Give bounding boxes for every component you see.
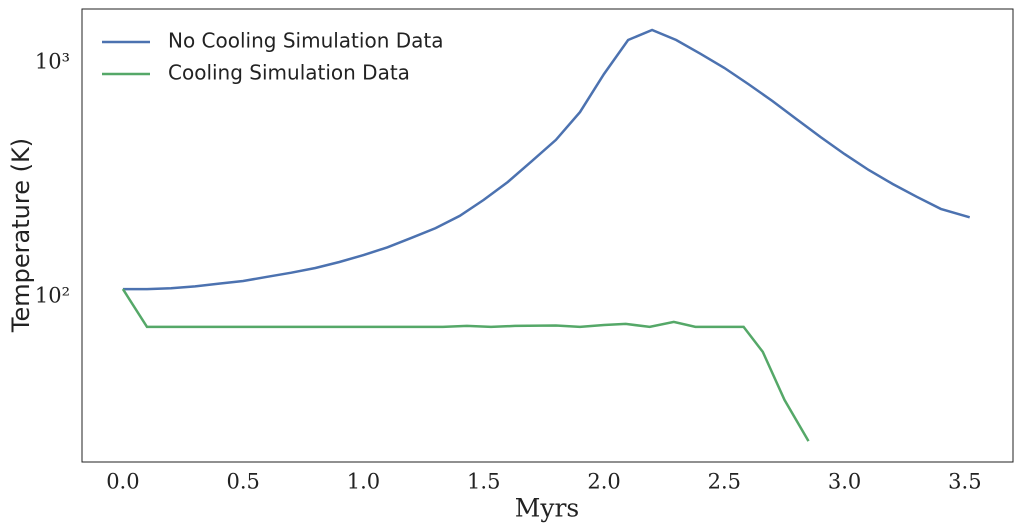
x-tick-label: 0.5 bbox=[226, 470, 259, 494]
y-tick-label: 10³ bbox=[35, 50, 70, 74]
x-tick-label: 3.5 bbox=[948, 470, 981, 494]
x-axis-label: Myrs bbox=[515, 494, 580, 523]
data-line bbox=[121, 288, 810, 442]
x-tick-label: 3.0 bbox=[828, 470, 861, 494]
x-tick-label: 1.5 bbox=[467, 470, 500, 494]
y-axis-label: Temperature (K) bbox=[7, 138, 35, 333]
x-tick-label: 2.5 bbox=[708, 470, 741, 494]
plot-frame bbox=[81, 8, 1014, 463]
y-tick-label: 10² bbox=[35, 283, 70, 307]
x-tick-label: 2.0 bbox=[587, 470, 620, 494]
x-tick-label: 0.0 bbox=[106, 470, 139, 494]
data-line bbox=[122, 28, 971, 291]
x-tick-label: 1.0 bbox=[347, 470, 380, 494]
legend-label: Cooling Simulation Data bbox=[168, 61, 410, 85]
legend-label: No Cooling Simulation Data bbox=[168, 29, 443, 53]
